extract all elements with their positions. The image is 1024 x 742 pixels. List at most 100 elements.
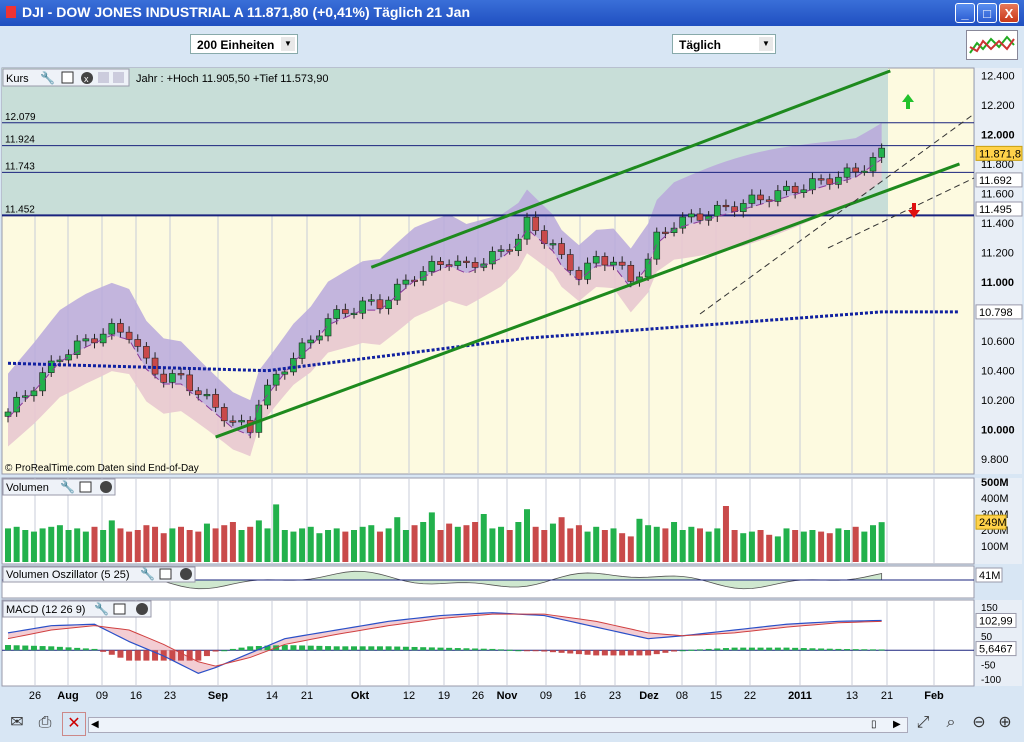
volume-bar: [774, 536, 781, 562]
close-panel-icon[interactable]: [136, 603, 148, 615]
candle: [212, 394, 219, 408]
macd-histogram-bar: [65, 647, 72, 651]
x-tick-label: Feb: [924, 690, 944, 702]
volume-bar: [722, 506, 729, 562]
macd-histogram-bar: [255, 645, 262, 651]
volume-bar: [619, 533, 626, 562]
wrench-icon[interactable]: 🔧: [140, 566, 155, 581]
y-tick-label: 9.800: [981, 454, 1009, 466]
volume-bar: [688, 526, 695, 562]
macd-histogram-bar: [714, 648, 721, 651]
credit-text: © ProRealTime.com Daten sind End-of-Day: [5, 463, 199, 474]
macd-histogram-bar: [722, 648, 729, 651]
chart-area[interactable]: 12.079 11.924 11.743 11.452 12.400 12.200 12.…: [0, 66, 1024, 706]
volume-bar: [783, 528, 790, 562]
cursor-off-icon[interactable]: ✕: [62, 712, 86, 736]
zoom-fit-icon[interactable]: ⤢: [916, 714, 930, 731]
macd-histogram-bar: [316, 645, 323, 651]
volume-y-tick: 400M: [981, 493, 1009, 505]
volume-bar: [342, 531, 349, 562]
y-tick-label: 11.000: [981, 277, 1014, 289]
candle: [307, 339, 315, 344]
volume-bar: [247, 526, 254, 562]
macd-histogram-bar: [662, 650, 669, 653]
wrench-icon[interactable]: 🔧: [94, 601, 109, 616]
close-panel-icon[interactable]: [100, 481, 112, 493]
close-button[interactable]: X: [999, 3, 1019, 23]
maximize-button[interactable]: □: [977, 3, 997, 23]
mail-icon[interactable]: ✉: [10, 714, 24, 731]
candle: [739, 203, 747, 212]
candle: [835, 176, 842, 185]
volume-bar: [48, 526, 55, 562]
x-tick-label: 08: [676, 690, 688, 702]
volume-bar: [809, 530, 816, 562]
close-panel-icon[interactable]: [81, 72, 93, 84]
macd-histogram-bar: [82, 648, 89, 651]
macd-histogram-bar: [281, 645, 288, 651]
volume-bar: [697, 528, 703, 562]
macd-histogram-bar: [472, 648, 479, 651]
volume-bar: [489, 528, 496, 562]
volume-bar: [610, 528, 617, 562]
channel-lower-line[interactable]: [215, 162, 961, 439]
window-icon[interactable]: [113, 603, 126, 615]
x-tick-label: 16: [130, 690, 142, 702]
scroll-right-icon[interactable]: ▶: [893, 719, 901, 730]
volume-bar: [281, 530, 288, 562]
window-icon[interactable]: [159, 568, 172, 580]
macd-y-tick: 150: [981, 603, 998, 614]
macd-histogram-bar: [342, 646, 349, 651]
candle: [575, 270, 583, 280]
macd-histogram-bar: [30, 645, 37, 651]
minimize-button[interactable]: _: [955, 3, 975, 23]
zoom-out-icon[interactable]: ⊖: [972, 714, 986, 731]
wrench-icon[interactable]: 🔧: [60, 479, 75, 494]
volume-bar: [567, 528, 574, 562]
candle: [143, 346, 150, 359]
candle: [463, 260, 470, 263]
wrench-icon[interactable]: 🔧: [40, 70, 55, 85]
chart-style-button[interactable]: [966, 30, 1018, 60]
volume-bar: [325, 530, 332, 562]
volume-bar: [835, 528, 842, 562]
zoom-in-icon[interactable]: ⊕: [998, 714, 1012, 731]
volume-bar: [126, 531, 133, 562]
window-icon[interactable]: [61, 71, 74, 84]
price-tag-text: 11.871,8: [979, 148, 1021, 160]
scroll-left-icon[interactable]: ◀: [91, 719, 99, 730]
horizontal-scrollbar[interactable]: ◀ ▯ ▶: [88, 717, 908, 733]
move-up-icon[interactable]: [98, 72, 109, 83]
scroll-thumb[interactable]: ▯: [871, 719, 877, 730]
x-tick-label: Aug: [57, 690, 78, 702]
macd-histogram-bar: [792, 647, 799, 651]
units-select[interactable]: 200 Einheiten ▼: [190, 34, 298, 54]
macd-histogram-bar: [411, 646, 418, 651]
window-icon[interactable]: [79, 481, 92, 493]
volume-bar: [446, 523, 453, 562]
move-down-icon[interactable]: [113, 72, 124, 83]
channel-upper-line[interactable]: [370, 69, 891, 269]
price-y-axis-bg: [975, 68, 1022, 474]
zoom-reset-icon[interactable]: ⌕: [946, 714, 956, 731]
volume-bar: [671, 522, 678, 562]
volume-bar: [394, 517, 401, 562]
volume-bar: [100, 530, 107, 562]
volume-bar: [299, 528, 306, 562]
volume-bar: [818, 531, 825, 562]
period-select[interactable]: Täglich ▼: [672, 34, 776, 54]
volume-bar: [411, 525, 418, 562]
print-icon[interactable]: ⎙: [38, 714, 52, 731]
volume-panel: 500M400M300M200M100M249M Volumen 🔧: [1, 477, 1022, 565]
volume-bar: [524, 509, 530, 562]
macd-histogram-bar: [679, 650, 686, 652]
x-axis: 26 Aug 09 16 23 Sep 14 21 Okt 12 19 26 Nov 09 16 23 Dez 0…: [29, 690, 944, 702]
close-panel-icon[interactable]: [180, 568, 192, 580]
volume-bar: [402, 530, 409, 562]
y-tick-label: 12.400: [981, 70, 1015, 82]
candle: [186, 374, 193, 392]
candle: [679, 216, 687, 229]
macd-histogram-bar: [428, 647, 435, 651]
bollinger-band: [8, 122, 882, 436]
